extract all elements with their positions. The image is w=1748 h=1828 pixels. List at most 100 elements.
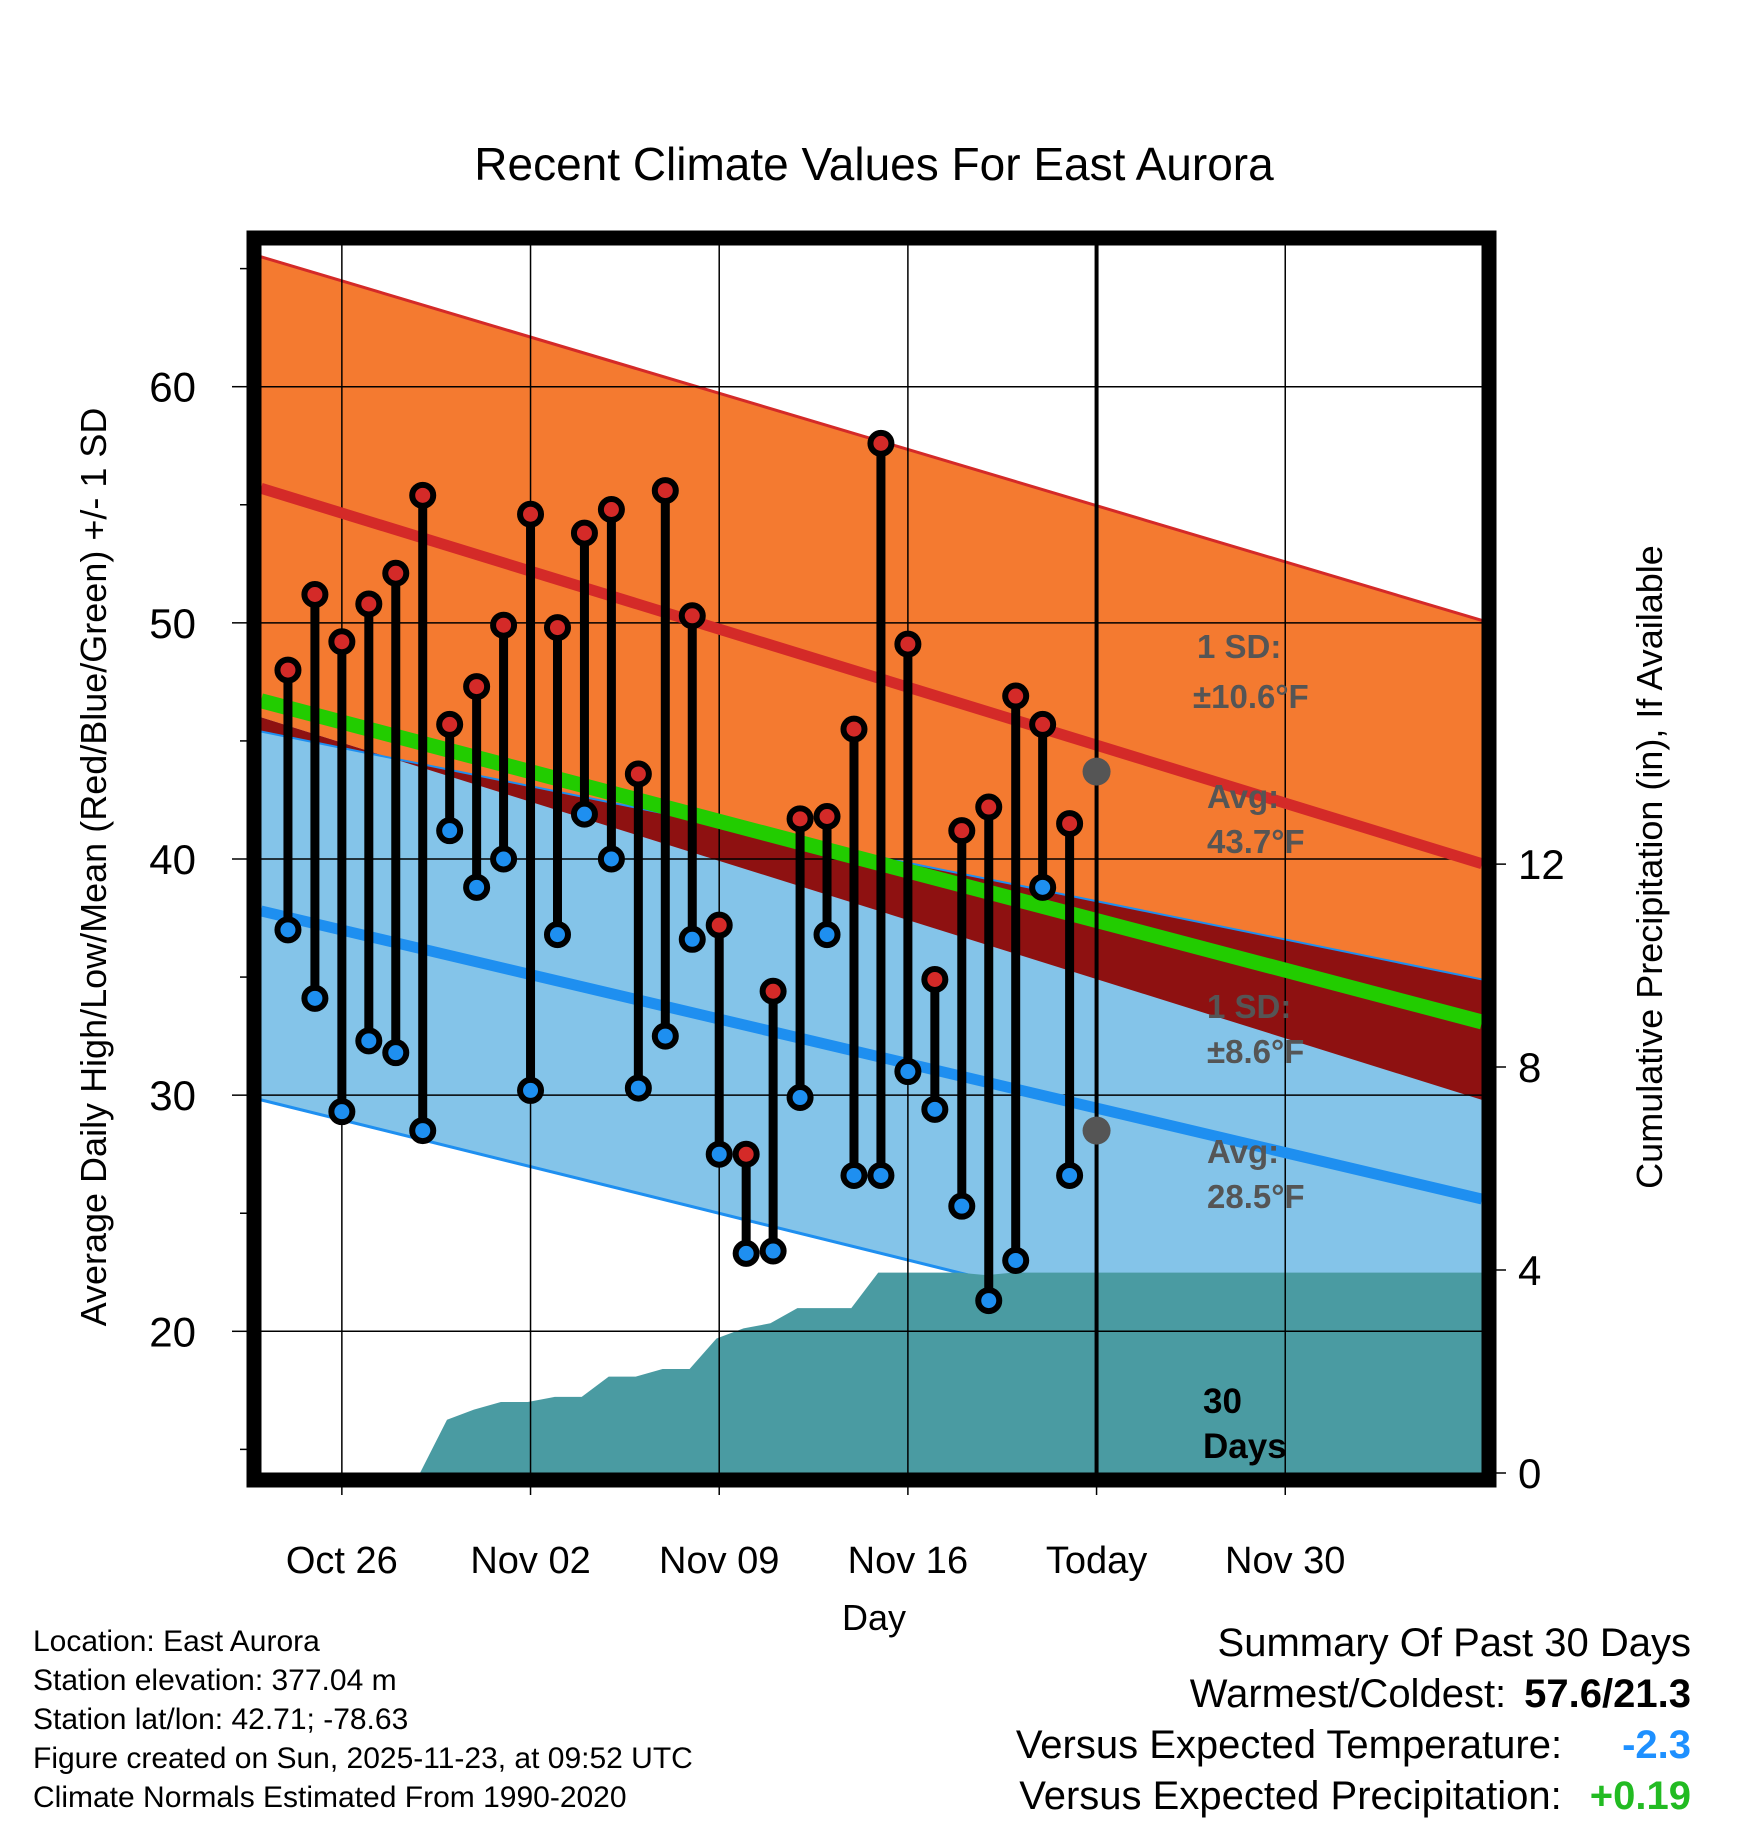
days-label-line: 30 xyxy=(1203,1382,1242,1421)
chart-title: Recent Climate Values For East Aurora xyxy=(474,138,1274,190)
daily-low-point xyxy=(732,1239,760,1267)
right-axis: 0 4 8 12 xyxy=(1489,841,1565,1497)
warm-value: 57.6/21.3 xyxy=(1524,1672,1691,1716)
daily-low-point xyxy=(1056,1161,1084,1189)
left-tick-label: 40 xyxy=(149,836,196,883)
x-tick-label: Oct 26 xyxy=(286,1540,398,1582)
high-sd-value: ±10.6°F xyxy=(1193,678,1309,715)
daily-high-point xyxy=(1056,810,1084,838)
daily-high-point xyxy=(624,760,652,788)
normals-text: Climate Normals Estimated From 1990-2020 xyxy=(33,1781,627,1814)
daily-low-point xyxy=(543,921,571,949)
daily-low-point xyxy=(624,1074,652,1102)
daily-high-point xyxy=(867,429,895,457)
mean-normal-line xyxy=(259,693,1484,1030)
daily-high-point xyxy=(813,802,841,830)
left-tick-label: 30 xyxy=(149,1072,196,1119)
high-normal-line xyxy=(259,482,1484,869)
x-axis-label: Day xyxy=(842,1597,906,1638)
daily-low-point xyxy=(651,1022,679,1050)
daily-high-point xyxy=(382,559,410,587)
cumulative-precipitation-area xyxy=(261,1272,1482,1473)
daily-low-point xyxy=(274,916,302,944)
low-normal-band xyxy=(261,731,1482,1403)
daily-high-point xyxy=(732,1140,760,1168)
x-tick-label: Today xyxy=(1046,1540,1147,1582)
annotations: 1 SD: ±10.6°F Avg: 43.7°F 1 SD: ±8.6°F A… xyxy=(1193,628,1309,1215)
high-avg-value: 43.7°F xyxy=(1207,823,1305,860)
daily-high-point xyxy=(436,710,464,738)
daily-low-point xyxy=(840,1161,868,1189)
summary-temp-row: Versus Expected Temperature: -2.3 xyxy=(1016,1720,1691,1771)
elevation-text: Station elevation: 377.04 m xyxy=(33,1664,397,1697)
temp-dev-label: Versus Expected Temperature: xyxy=(1015,1723,1563,1767)
daily-low-point xyxy=(1002,1246,1030,1274)
left-tick-label: 60 xyxy=(149,364,196,411)
daily-low-point xyxy=(570,800,598,828)
daily-high-point xyxy=(570,519,598,547)
daily-low-point xyxy=(705,1140,733,1168)
right-tick-label: 4 xyxy=(1518,1247,1541,1294)
right-tick-label: 12 xyxy=(1518,841,1565,888)
high-sd-label: 1 SD: xyxy=(1197,628,1281,665)
left-axis-label: Average Daily High/Low/Mean (Red/Blue/Gr… xyxy=(73,408,114,1327)
left-tick-label: 20 xyxy=(149,1308,196,1355)
daily-low-point xyxy=(409,1117,437,1145)
summary-precip-row: Versus Expected Precipitation: +0.19 xyxy=(1016,1771,1691,1822)
daily-high-point xyxy=(274,656,302,684)
daily-high-point xyxy=(1029,710,1057,738)
daily-low-point xyxy=(678,925,706,953)
daily-high-point xyxy=(409,481,437,509)
low-normal-line xyxy=(259,905,1484,1205)
daily-low-point xyxy=(867,1161,895,1189)
daily-high-point xyxy=(597,495,625,523)
daily-high-point xyxy=(786,805,814,833)
daily-low-point xyxy=(597,845,625,873)
warm-label: Warmest/Coldest: xyxy=(1189,1672,1507,1716)
low-avg-value: 28.5°F xyxy=(1207,1178,1305,1215)
left-axis: 20 30 40 50 60 xyxy=(149,267,247,1451)
daily-low-point xyxy=(894,1058,922,1086)
high-low-overlap-band xyxy=(261,717,1482,1100)
right-tick-label: 0 xyxy=(1518,1450,1541,1497)
summary-panel: Summary Of Past 30 Days Warmest/Coldest:… xyxy=(1016,1618,1691,1822)
plot-area: 1 SD: ±10.6°F Avg: 43.7°F 1 SD: ±8.6°F A… xyxy=(259,245,1484,1473)
daily-low-point xyxy=(355,1027,383,1055)
daily-low-point xyxy=(328,1098,356,1126)
daily-low-point xyxy=(921,1095,949,1123)
daily-high-point xyxy=(490,611,518,639)
low-sd-label: 1 SD: xyxy=(1207,988,1291,1025)
daily-high-point xyxy=(1002,682,1030,710)
daily-high-point xyxy=(517,500,545,528)
daily-high-point xyxy=(840,715,868,743)
precip-dev-label: Versus Expected Precipitation: xyxy=(1019,1774,1562,1818)
daily-high-point xyxy=(543,614,571,642)
right-axis-label: Cumulative Precipitation (in), If Availa… xyxy=(1629,545,1670,1189)
daily-high-point xyxy=(948,817,976,845)
today-avg-low-marker xyxy=(1082,1116,1111,1145)
daily-low-point xyxy=(948,1192,976,1220)
x-tick-label: Nov 09 xyxy=(659,1540,779,1582)
high-avg-label: Avg: xyxy=(1207,778,1279,815)
daily-low-point xyxy=(1029,873,1057,901)
daily-high-point xyxy=(463,673,491,701)
today-avg-high-marker xyxy=(1082,757,1111,786)
right-tick-label: 8 xyxy=(1518,1044,1541,1091)
daily-high-point xyxy=(651,477,679,505)
daily-high-point xyxy=(759,977,787,1005)
left-tick-label: 50 xyxy=(149,600,196,647)
summary-title: Summary Of Past 30 Days xyxy=(1217,1621,1691,1665)
daily-low-point xyxy=(759,1237,787,1265)
daily-low-point xyxy=(436,817,464,845)
days-label-line: Days xyxy=(1203,1427,1287,1466)
daily-high-point xyxy=(921,965,949,993)
low-sd-value: ±8.6°F xyxy=(1207,1033,1304,1070)
created-text: Figure created on Sun, 2025-11-23, at 09… xyxy=(33,1742,693,1775)
daily-low-point xyxy=(813,921,841,949)
daily-low-point xyxy=(301,984,329,1012)
daily-high-point xyxy=(678,602,706,630)
location-text: Location: East Aurora xyxy=(33,1625,320,1658)
daily-low-point xyxy=(382,1039,410,1067)
x-tick-label: Nov 02 xyxy=(470,1540,590,1582)
